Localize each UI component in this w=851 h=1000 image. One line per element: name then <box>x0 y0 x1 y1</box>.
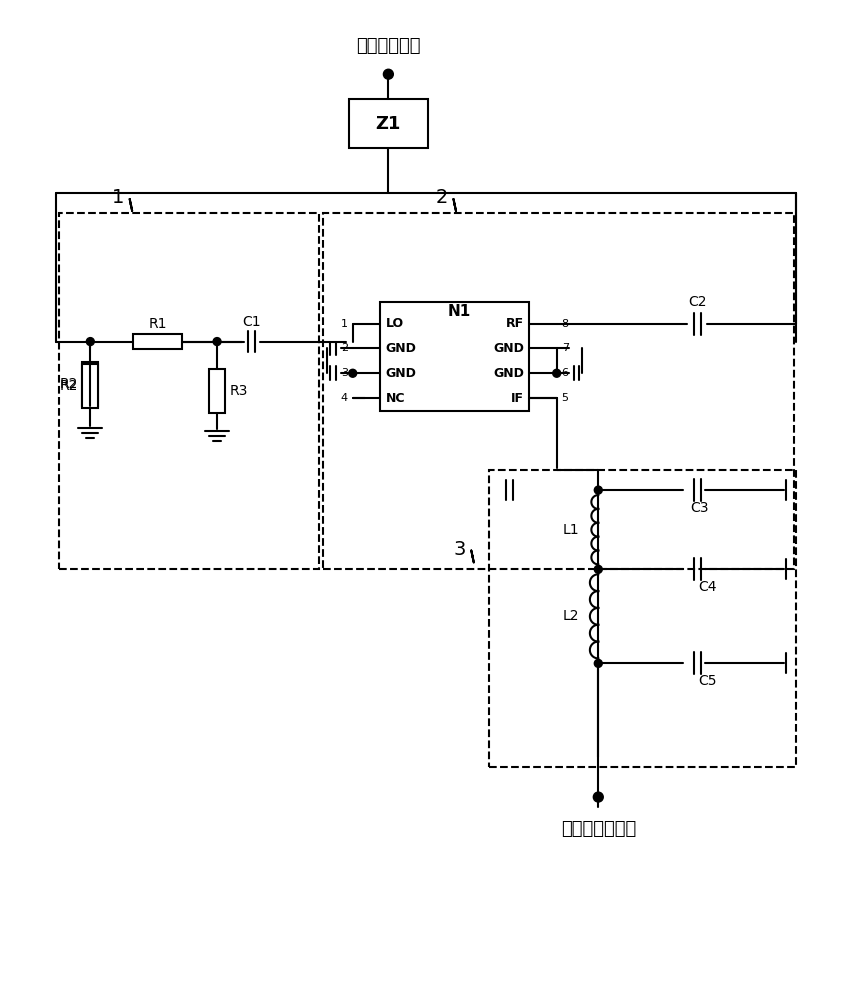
Text: LO: LO <box>386 317 403 330</box>
Circle shape <box>594 486 603 494</box>
Bar <box>349 99 428 148</box>
Text: RF: RF <box>505 317 524 330</box>
Bar <box>323 213 794 569</box>
Text: 2: 2 <box>436 188 448 207</box>
Text: 1: 1 <box>111 188 124 207</box>
Text: 5: 5 <box>562 393 568 403</box>
Text: R3: R3 <box>230 384 248 398</box>
Text: 射频输入端口: 射频输入端口 <box>356 37 420 55</box>
Bar <box>209 369 225 413</box>
Text: 示波器连接端口: 示波器连接端口 <box>561 820 636 838</box>
Text: C1: C1 <box>243 315 261 329</box>
Circle shape <box>213 338 221 346</box>
Text: R1: R1 <box>148 317 167 331</box>
Text: GND: GND <box>386 342 416 355</box>
Text: C3: C3 <box>690 501 709 515</box>
Bar <box>489 470 797 767</box>
Text: 4: 4 <box>340 393 348 403</box>
Text: GND: GND <box>386 367 416 380</box>
Text: C4: C4 <box>698 580 717 594</box>
Circle shape <box>594 565 603 573</box>
Text: L2: L2 <box>563 609 579 623</box>
Bar <box>59 213 319 569</box>
Bar <box>83 364 98 408</box>
Text: IF: IF <box>511 392 524 405</box>
Text: 7: 7 <box>562 343 568 353</box>
Text: N1: N1 <box>448 304 471 319</box>
Circle shape <box>553 369 561 377</box>
Text: 6: 6 <box>562 368 568 378</box>
Text: 8: 8 <box>562 319 568 329</box>
Text: 3: 3 <box>454 540 465 559</box>
Text: R2: R2 <box>60 377 77 391</box>
Text: 3: 3 <box>340 368 348 378</box>
Text: C2: C2 <box>688 295 706 309</box>
Text: C5: C5 <box>698 674 717 688</box>
Circle shape <box>594 659 603 667</box>
Circle shape <box>349 369 357 377</box>
Text: 2: 2 <box>340 343 348 353</box>
Text: R2: R2 <box>60 379 77 393</box>
Text: Z1: Z1 <box>375 115 401 133</box>
Text: NC: NC <box>386 392 405 405</box>
Text: GND: GND <box>493 342 524 355</box>
Text: 1: 1 <box>340 319 348 329</box>
Text: GND: GND <box>493 367 524 380</box>
Circle shape <box>593 792 603 802</box>
Bar <box>83 362 98 406</box>
Circle shape <box>384 69 393 79</box>
Bar <box>133 334 182 349</box>
Text: L1: L1 <box>563 523 579 537</box>
Bar <box>380 302 529 411</box>
Circle shape <box>86 338 94 346</box>
